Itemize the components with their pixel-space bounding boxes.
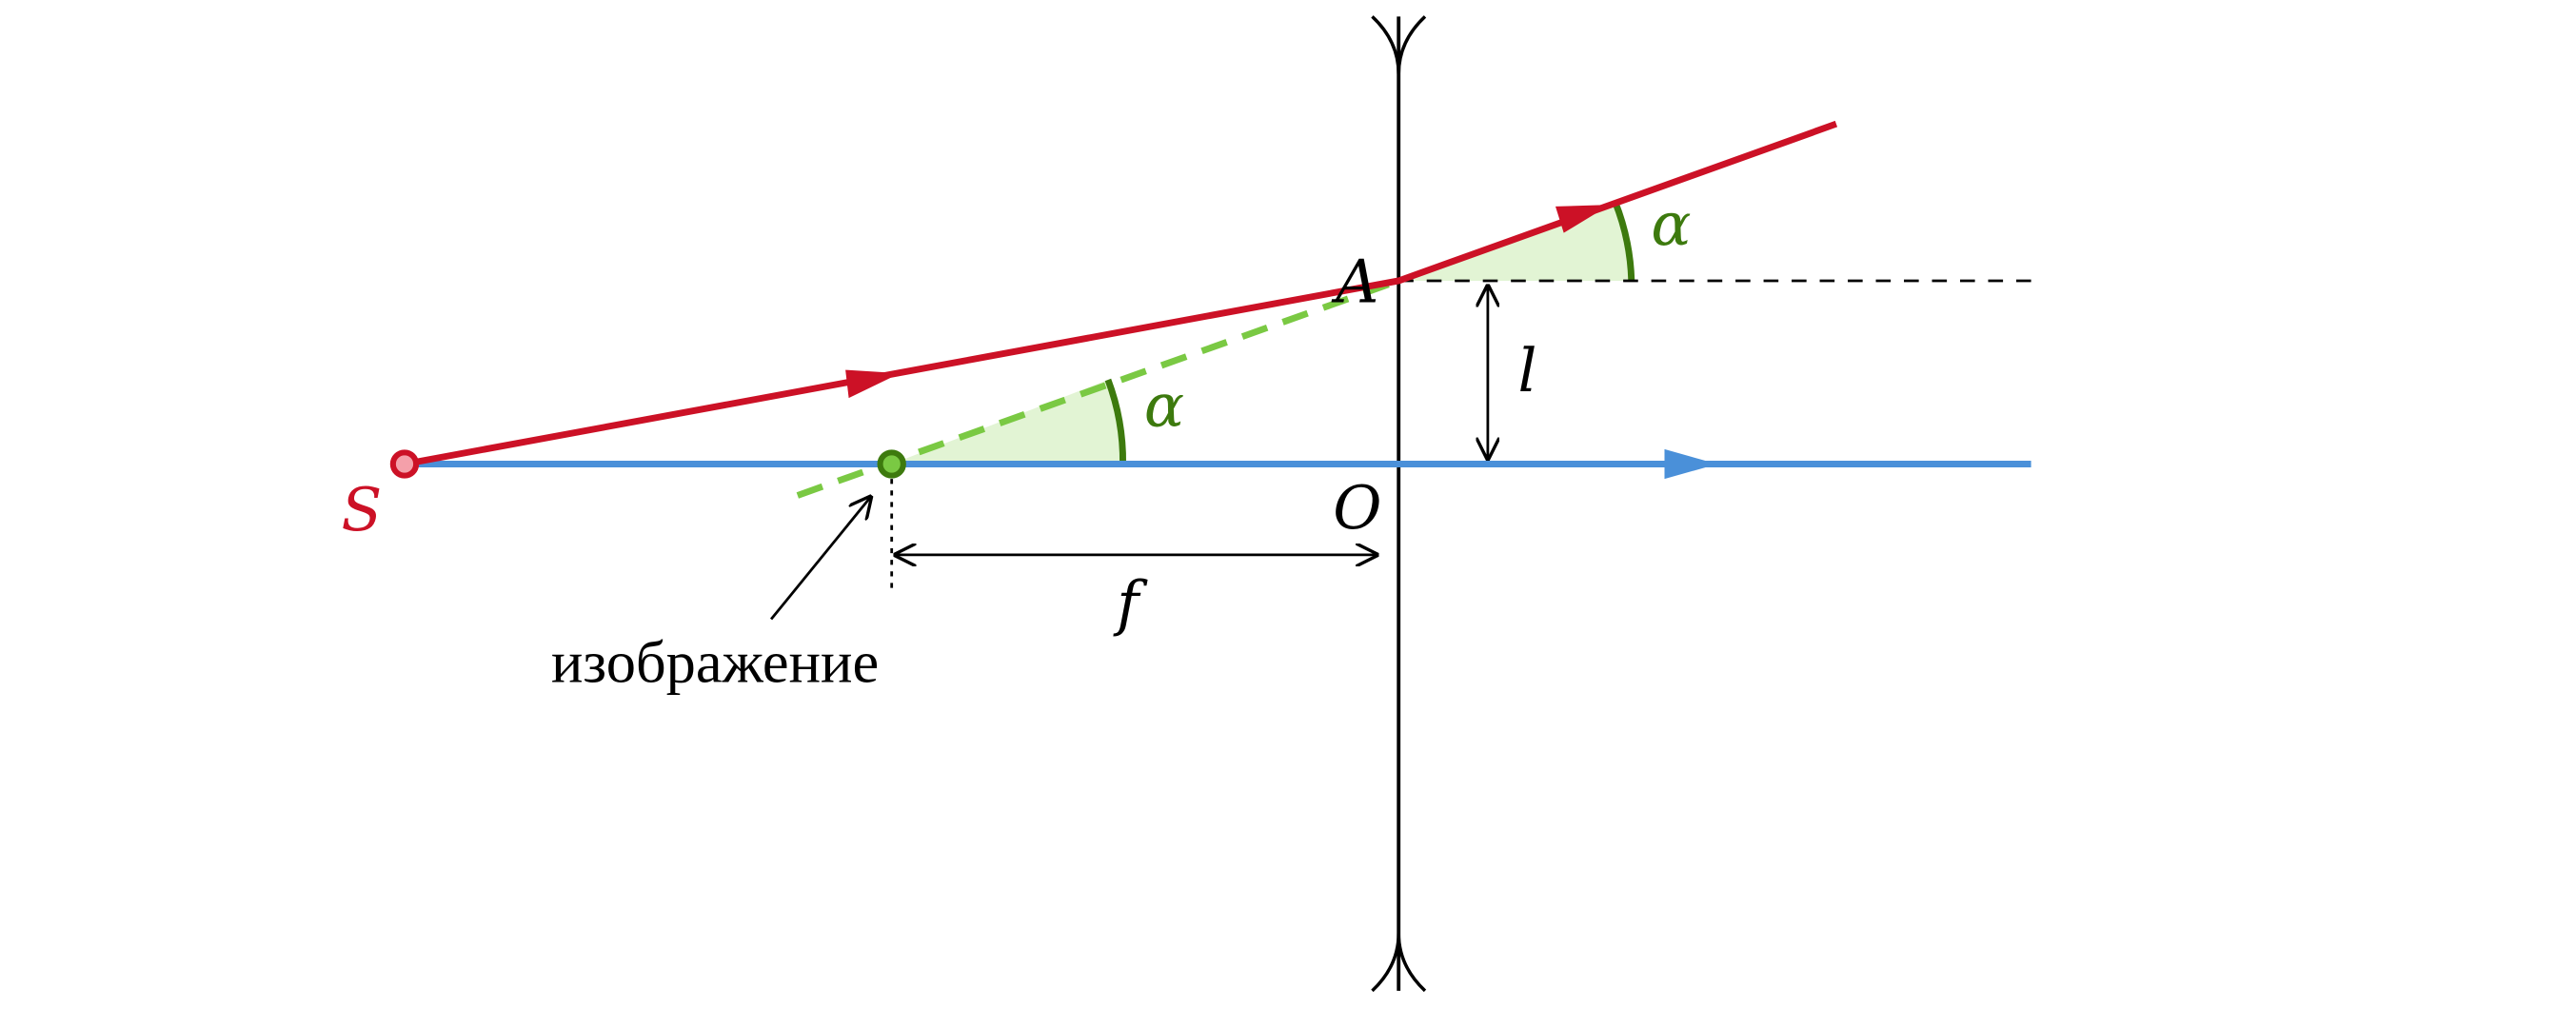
lens-end	[1371, 933, 1427, 993]
distance-label: f	[1113, 569, 1148, 639]
ray-arrow	[1556, 205, 1611, 233]
image-point	[877, 449, 906, 479]
angle-label: α	[1144, 371, 1184, 441]
source-point	[389, 449, 420, 479]
caption-pointer	[769, 495, 872, 621]
source-label: S	[341, 475, 382, 544]
height-label: l	[1518, 336, 1537, 406]
point-label: A	[1331, 247, 1378, 317]
lens-end	[1371, 15, 1427, 75]
angle-arc	[1104, 378, 1127, 465]
ray	[404, 120, 1838, 467]
axis-arrow	[1664, 448, 1717, 480]
angle-label: α	[1651, 189, 1691, 259]
center-label: O	[1333, 473, 1381, 543]
angle-arc	[1612, 200, 1635, 282]
image-caption: изображение	[551, 628, 879, 695]
ray-arrow	[845, 369, 901, 399]
